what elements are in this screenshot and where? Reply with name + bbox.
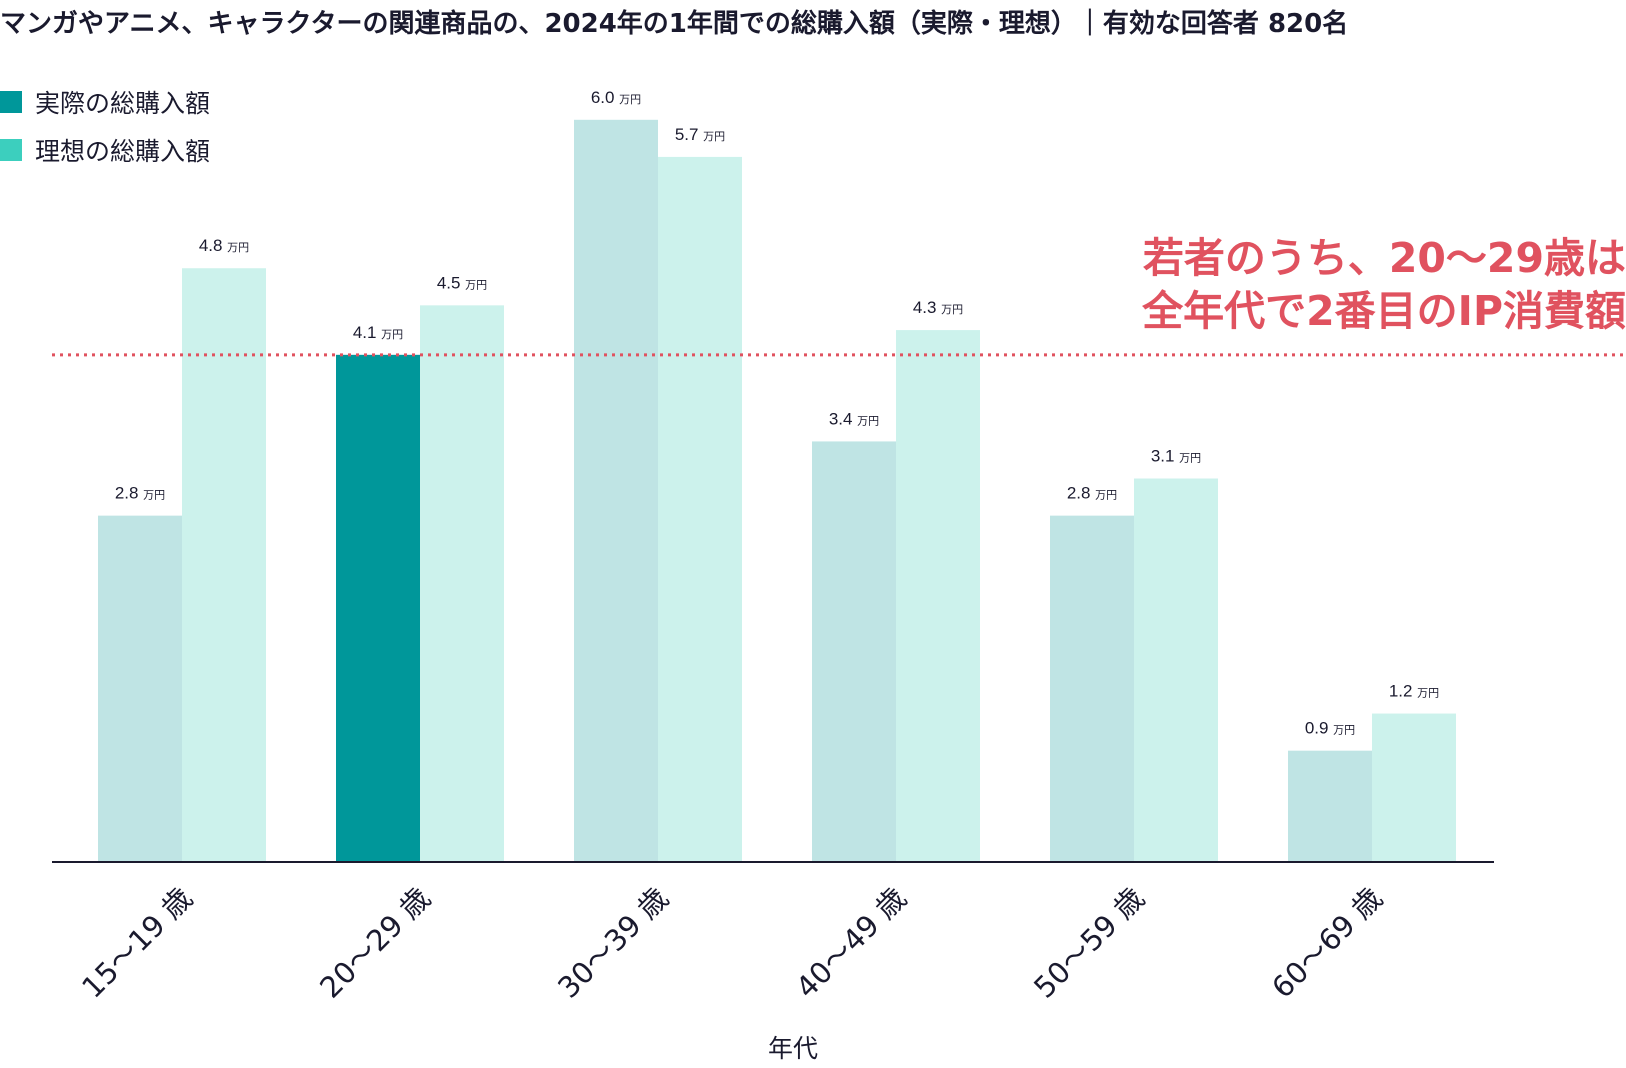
data-label-actual-4: 2.8 万円: [1067, 484, 1117, 503]
x-tick-label-1: 20〜29 歳: [313, 881, 437, 1005]
chart-title: マンガやアニメ、キャラクターの関連商品の、2024年の1年間での総購入額（実際・…: [0, 8, 1348, 39]
legend-swatch-ideal: [0, 139, 22, 161]
data-label-actual-5: 0.9 万円: [1305, 719, 1355, 738]
data-label-ideal-3: 4.3 万円: [913, 298, 963, 317]
bar-ideal-5: [1372, 714, 1456, 862]
bar-chart: マンガやアニメ、キャラクターの関連商品の、2024年の1年間での総購入額（実際・…: [0, 0, 1626, 1068]
bar-actual-2: [574, 120, 658, 862]
bar-actual-5: [1288, 751, 1372, 862]
data-label-actual-3: 3.4 万円: [829, 409, 879, 428]
data-label-actual-1: 4.1 万円: [353, 323, 403, 342]
bar-ideal-3: [896, 330, 980, 862]
x-tick-label-5: 60〜69 歳: [1265, 881, 1389, 1005]
x-tick-label-4: 50〜59 歳: [1027, 881, 1151, 1005]
annotation-line-1: 若者のうち、20〜29歳は: [1143, 234, 1626, 282]
legend: 実際の総購入額 理想の総購入額: [0, 89, 210, 166]
data-label-ideal-1: 4.5 万円: [437, 273, 487, 292]
legend-swatch-actual: [0, 91, 22, 113]
data-label-actual-2: 6.0 万円: [591, 88, 641, 107]
bar-ideal-4: [1134, 479, 1218, 862]
x-tick-label-0: 15〜19 歳: [75, 881, 199, 1005]
x-tick-label-3: 40〜49 歳: [789, 881, 913, 1005]
bar-actual-1: [336, 355, 420, 862]
data-label-ideal-2: 5.7 万円: [675, 125, 725, 144]
x-tick-labels: 15〜19 歳 20〜29 歳 30〜39 歳 40〜49 歳 50〜59 歳 60〜69…: [75, 881, 1389, 1005]
x-axis-label: 年代: [768, 1034, 818, 1063]
bar-ideal-1: [420, 305, 504, 862]
annotation-line-2: 全年代で2番目のIP消費額: [1141, 287, 1626, 335]
x-tick-label-2: 30〜39 歳: [551, 881, 675, 1005]
bar-actual-0: [98, 516, 182, 862]
data-label-ideal-4: 3.1 万円: [1151, 447, 1201, 466]
bar-ideal-2: [658, 157, 742, 862]
legend-label-actual: 実際の総購入額: [35, 89, 210, 118]
bar-ideal-0: [182, 268, 266, 862]
bar-actual-3: [812, 441, 896, 862]
legend-label-ideal: 理想の総購入額: [35, 137, 210, 166]
data-label-ideal-0: 4.8 万円: [199, 236, 249, 255]
data-label-actual-0: 2.8 万円: [115, 484, 165, 503]
bars-group: [98, 120, 1456, 862]
data-label-ideal-5: 1.2 万円: [1389, 682, 1439, 701]
chart-root: マンガやアニメ、キャラクターの関連商品の、2024年の1年間での総購入額（実際・…: [0, 0, 1626, 1068]
value-labels-group: 2.8 万円 4.8 万円 4.1 万円 4.5 万円 6.0 万円 5.7 万円 3.4 …: [115, 88, 1439, 738]
bar-actual-4: [1050, 516, 1134, 862]
